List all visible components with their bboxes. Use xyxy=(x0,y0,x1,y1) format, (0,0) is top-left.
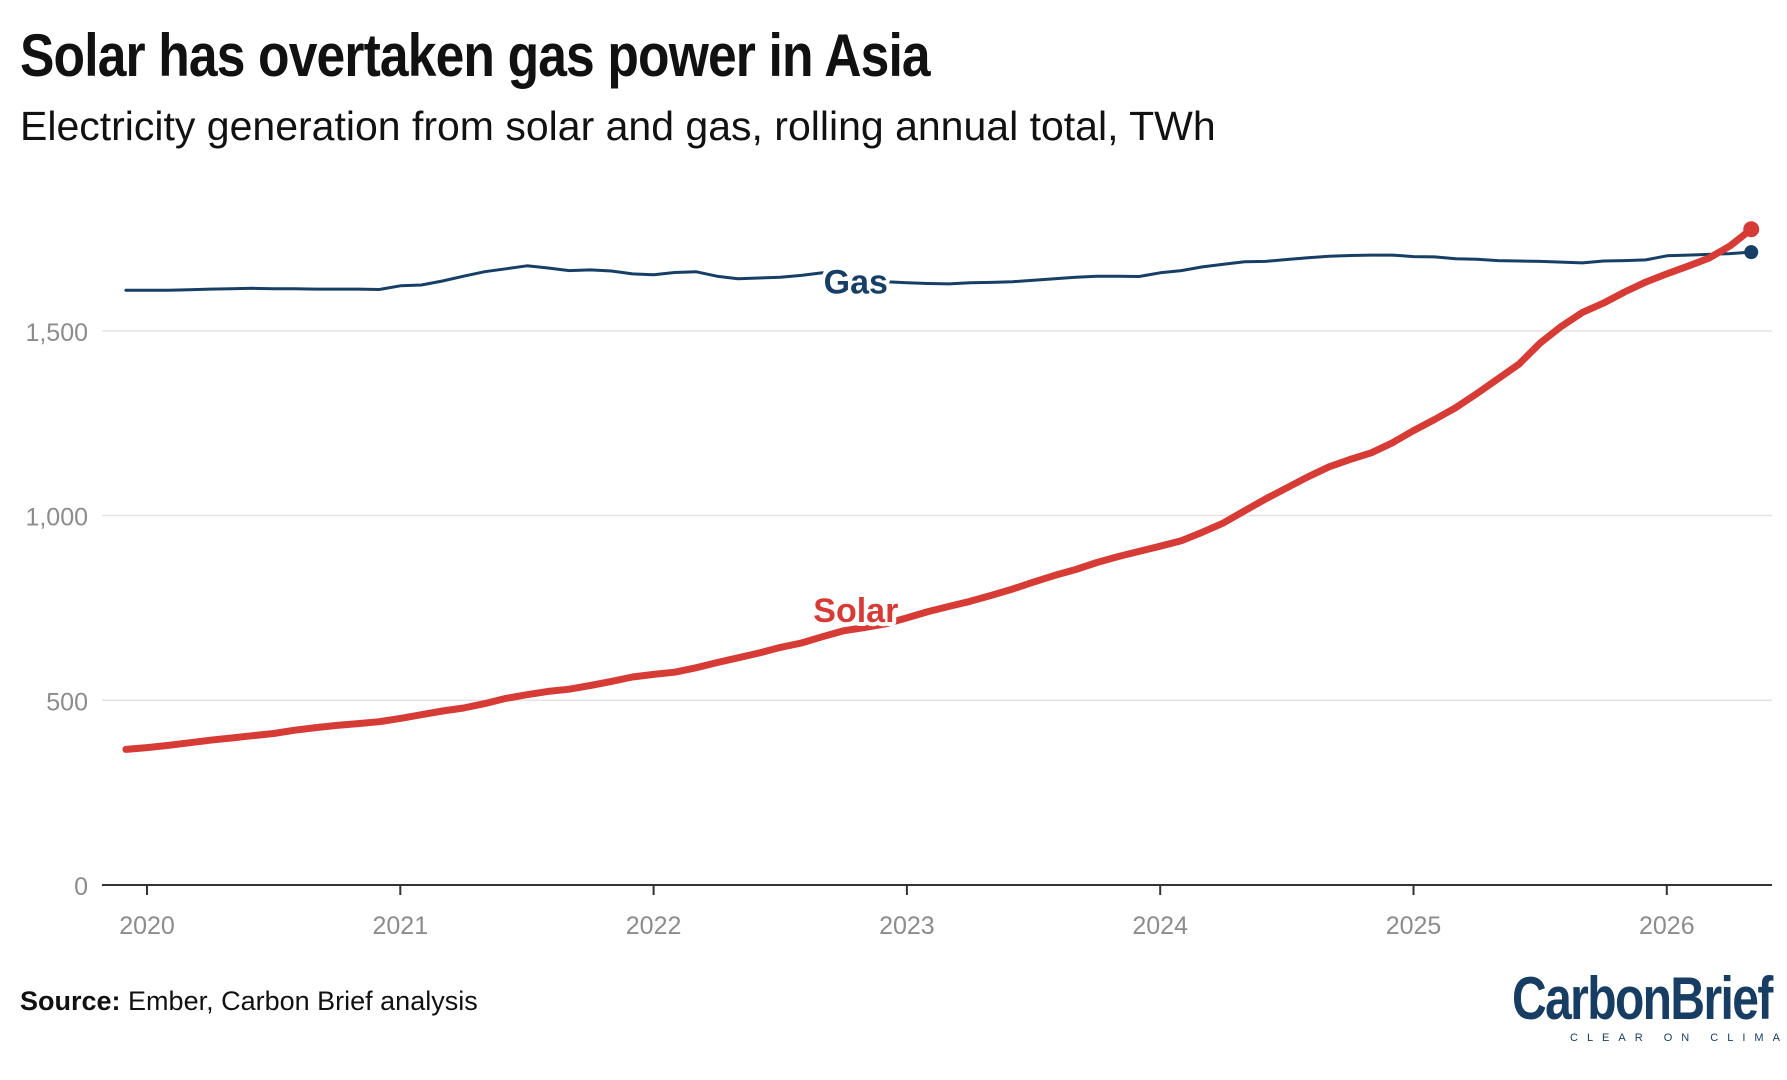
gas-series-label: Gas xyxy=(824,264,888,302)
y-axis-tick-labels: 0 500 1,000 1,500 xyxy=(25,319,88,901)
gas-end-point xyxy=(1744,245,1759,260)
gas-series-line xyxy=(124,250,1753,292)
chart-title: Solar has overtaken gas power in Asia xyxy=(20,22,931,89)
solar-end-point xyxy=(1743,221,1760,238)
x-tick-label: 2024 xyxy=(1132,912,1188,940)
carbon-brief-logo: CarbonBrief CLEAR ON CLIMATE xyxy=(1512,965,1787,1046)
x-axis-ticks: 2020 2021 2022 2023 2024 2025 2026 xyxy=(119,885,1695,940)
source-note: Source: Ember, Carbon Brief analysis xyxy=(20,984,478,1018)
gridlines xyxy=(102,330,1772,702)
x-tick-label: 2022 xyxy=(626,912,682,940)
logo-wordmark: CarbonBrief xyxy=(1512,965,1773,1032)
y-tick-label: 1,000 xyxy=(25,504,88,532)
logo-tagline: CLEAR ON CLIMATE xyxy=(1570,1032,1787,1044)
solar-series-line xyxy=(122,225,1755,753)
solar-series-label: Solar xyxy=(813,592,898,630)
x-tick-label: 2025 xyxy=(1386,912,1442,940)
logo-word-carbon: Carbon xyxy=(1512,965,1672,1032)
chart-subtitle: Electricity generation from solar and ga… xyxy=(20,103,1216,149)
x-tick-label: 2020 xyxy=(119,912,175,940)
series-labels: Gas Solar xyxy=(809,260,902,634)
series-lines xyxy=(122,221,1760,753)
y-tick-label: 1,500 xyxy=(25,319,88,347)
y-tick-label: 500 xyxy=(46,688,88,716)
x-tick-label: 2023 xyxy=(879,912,935,940)
y-tick-label: 0 xyxy=(74,873,88,901)
logo-word-brief: Brief xyxy=(1670,965,1773,1032)
source-text: Ember, Carbon Brief analysis xyxy=(128,986,478,1016)
x-tick-label: 2021 xyxy=(372,912,428,940)
source-label: Source: xyxy=(20,986,121,1016)
x-tick-label: 2026 xyxy=(1639,912,1695,940)
